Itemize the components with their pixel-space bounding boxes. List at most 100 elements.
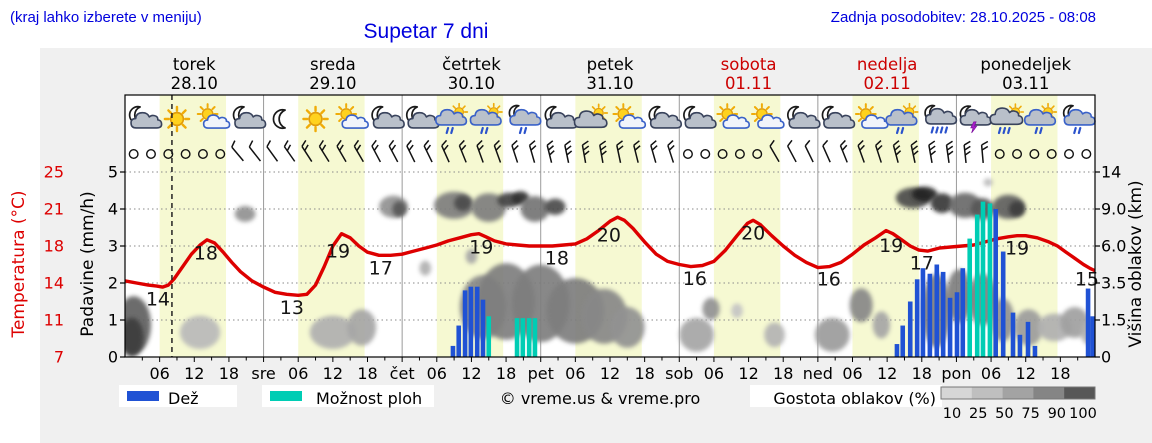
temp-tick-label: 21 [44, 200, 64, 219]
wind-barb [318, 139, 330, 163]
calm-circle [145, 148, 156, 159]
day-date: 01.11 [725, 74, 772, 93]
wind-barb [839, 139, 848, 163]
wind-barb [616, 140, 624, 163]
temp-label: 20 [597, 224, 621, 246]
temperature-labels: 14 18 13 19 17 19 18 20 16 20 16 19 17 19 15 [146, 222, 1099, 318]
calm-circle [1012, 148, 1023, 159]
rain-bar [1017, 334, 1023, 357]
rain-bar [1025, 321, 1031, 357]
moon-cloud-icon [128, 105, 163, 129]
wind-barb [910, 140, 919, 163]
cloud-tick-label: 0 [1101, 348, 1111, 367]
cloud-axis-label: Višina oblakov (km) [1126, 180, 1146, 347]
last-update: Zadnja posodobitev: 28.10.2025 - 08:08 [831, 9, 1096, 26]
cloud-blob [702, 297, 720, 320]
x-hour-label: 06 [842, 364, 862, 383]
legend-rain-label: Dež [168, 389, 199, 408]
x-hour-label: 12 [323, 364, 343, 383]
cloud-blob [610, 307, 645, 348]
wind-barb [441, 139, 450, 163]
rain-bar [940, 271, 946, 357]
density-tick-label: 25 [969, 406, 987, 422]
temp-label: 16 [817, 269, 841, 291]
cloud-blob [814, 317, 850, 352]
x-hour-label: 06 [288, 364, 308, 383]
temp-label: 17 [369, 257, 393, 279]
sun-cloud-rain-icon [885, 102, 919, 135]
shower-bar [526, 318, 532, 357]
temp-tick-label: 14 [44, 274, 64, 293]
temperature-layer [125, 215, 1095, 297]
wind-barb [353, 139, 364, 163]
temp-label: 18 [545, 248, 569, 270]
cloud-blob [309, 315, 356, 349]
density-segment [1033, 387, 1065, 399]
rain-bar [954, 292, 960, 357]
wind-barb [248, 140, 262, 162]
x-day-abbr: pon [941, 364, 971, 383]
day-name-torek: torek [173, 55, 216, 74]
wind-barb [822, 139, 831, 163]
day-name-četrtek: četrtek [442, 55, 501, 74]
cloud-tick-label: 1.5 [1101, 311, 1126, 330]
precip-tick-label: 3 [108, 237, 118, 256]
cloud-blob [234, 206, 256, 222]
calm-circle [1064, 148, 1075, 159]
wind-barb [301, 139, 313, 162]
day-date: 02.11 [864, 74, 911, 93]
rain-bar [960, 268, 966, 357]
x-hour-label: 06 [565, 364, 585, 383]
shower-bar [980, 201, 986, 357]
moon-cloud-rain-icon [508, 104, 542, 135]
calm-circle [1046, 148, 1057, 159]
x-hour-label: 18 [773, 364, 793, 383]
wind-barb [266, 140, 279, 162]
wind-barb [650, 140, 658, 163]
cloud-blob [520, 196, 550, 222]
rain-bar [456, 325, 462, 357]
day-name-petek: petek [587, 55, 634, 74]
moon-cloud-heavy-rain-icon [924, 104, 958, 134]
calm-circle [734, 148, 745, 159]
wind-barb [980, 140, 989, 164]
temp-axis-label: Temperatura (°C) [9, 190, 29, 338]
temp-label: 19 [326, 241, 350, 263]
rain-bar [927, 273, 933, 357]
wind-barb [476, 139, 484, 163]
cloud-blob [419, 260, 432, 276]
legend-box-density [750, 385, 942, 407]
density-tick-label: 100 [1069, 406, 1097, 422]
sun-icon [163, 105, 191, 133]
wind-barb [564, 140, 573, 163]
weather-icons-row [128, 102, 1096, 135]
x-hour-label: 18 [1050, 364, 1070, 383]
cloud-blob [454, 195, 472, 211]
wind-barb [493, 139, 502, 163]
shower-bar [987, 203, 993, 357]
calm-circle [1081, 148, 1092, 159]
density-tick-label: 50 [995, 406, 1013, 422]
wind-barb [945, 140, 954, 164]
rain-bar [914, 279, 920, 357]
calm-circle [752, 148, 763, 159]
cloud-blob [347, 309, 377, 346]
sun-icon [302, 105, 329, 133]
calm-circle [215, 148, 226, 159]
daylight-band [159, 95, 227, 357]
menu-hint: (kraj lahko izberete v meniju) [10, 9, 202, 26]
cloud-blob [946, 269, 973, 323]
wind-barb [283, 140, 296, 162]
wind-barb [599, 140, 607, 163]
cloud-blob [983, 178, 993, 187]
copyright-link[interactable]: © vreme.us & vreme.pro [500, 389, 701, 408]
x-hour-label: 06 [981, 364, 1001, 383]
wind-barb [388, 139, 399, 163]
shower-bar [514, 318, 520, 357]
cloud-blob [125, 317, 144, 357]
x-hour-label: 06 [704, 364, 724, 383]
day-name-ponedeljek: ponedeljek [980, 55, 1071, 74]
shower-swatch [270, 391, 302, 401]
